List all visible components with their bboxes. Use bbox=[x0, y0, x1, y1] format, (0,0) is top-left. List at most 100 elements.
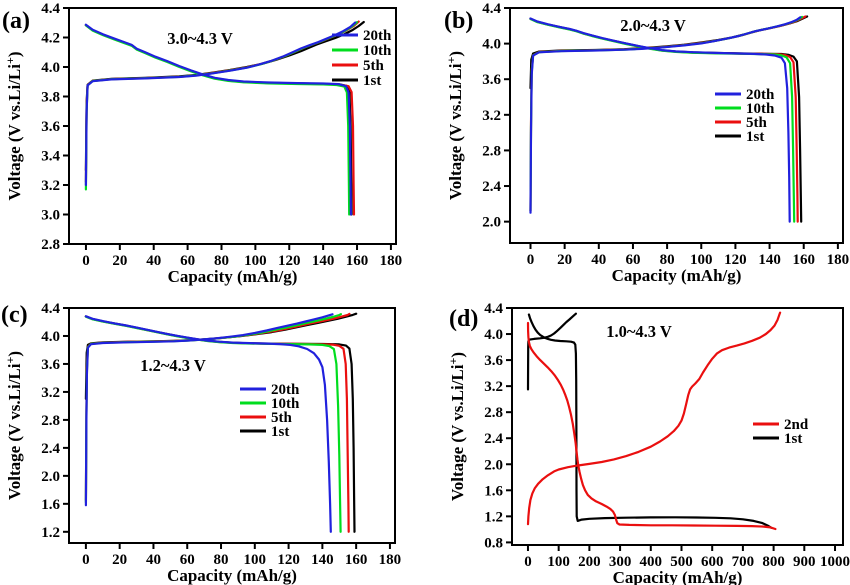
y-tick-label: 2.4 bbox=[41, 441, 60, 457]
series-1st-discharge bbox=[84, 23, 353, 216]
x-tick-label: 1000 bbox=[820, 554, 850, 570]
x-axis: 0 20 40 60 80 100 120 140 160 180 bbox=[82, 543, 401, 568]
x-axis-label: Capacity (mAh/g) bbox=[613, 568, 743, 585]
x-tick-label: 0 bbox=[524, 554, 532, 570]
series-10th-discharge bbox=[84, 24, 351, 216]
y-tick-label: 2.4 bbox=[482, 179, 501, 195]
y-tick-label: 4.4 bbox=[41, 301, 60, 317]
y-tick-label: 4.0 bbox=[484, 327, 503, 343]
x-tick-label: 100 bbox=[547, 554, 570, 570]
x-tick-label: 200 bbox=[578, 554, 601, 570]
y-tick-label: 4.0 bbox=[41, 60, 60, 76]
x-tick-label: 40 bbox=[146, 253, 161, 269]
y-tick-label: 2.8 bbox=[482, 143, 501, 159]
legend-item-5th: 5th bbox=[715, 115, 767, 131]
y-tick-label: 3.6 bbox=[41, 357, 60, 373]
x-tick-label: 100 bbox=[244, 253, 267, 269]
series-2nd-discharge bbox=[526, 321, 777, 531]
panel-letter: (a) bbox=[2, 8, 30, 34]
x-tick-label: 120 bbox=[277, 552, 300, 568]
y-tick-label: 2.8 bbox=[41, 413, 60, 429]
panel-letter: (d) bbox=[449, 306, 478, 332]
plot-frame bbox=[511, 307, 844, 546]
y-tick-label: 2.8 bbox=[484, 405, 503, 421]
y-tick-label: 4.4 bbox=[41, 1, 60, 17]
y-axis: 2.0 2.4 2.8 3.2 3.6 4.0 4.4 bbox=[482, 1, 510, 231]
voltage-window-annotation: 3.0~4.3 V bbox=[167, 29, 233, 48]
plot-frame bbox=[509, 7, 844, 244]
y-axis-label: Voltage (V vs.Li/Li+) bbox=[3, 51, 24, 200]
series-20th-charge bbox=[84, 21, 357, 187]
x-axis: 0 20 40 60 80 100 120 140 160 180 bbox=[82, 244, 402, 269]
plot-frame bbox=[68, 307, 396, 544]
y-tick-label: 3.2 bbox=[41, 385, 60, 401]
x-tick-label: 0 bbox=[527, 252, 535, 268]
legend-item-20th: 20th bbox=[332, 28, 392, 44]
y-axis-label: Voltage (V vs.Li/Li+) bbox=[446, 352, 467, 501]
y-tick-label: 2.8 bbox=[41, 237, 60, 253]
series-20th-charge bbox=[84, 313, 334, 507]
x-tick-label: 60 bbox=[180, 552, 195, 568]
x-tick-label: 20 bbox=[557, 252, 572, 268]
legend-item-1st: 1st bbox=[240, 424, 289, 440]
x-axis-label: Capacity (mAh/g) bbox=[612, 266, 742, 285]
x-tick-label: 160 bbox=[792, 252, 815, 268]
series-20th-charge bbox=[529, 16, 802, 214]
x-tick-label: 80 bbox=[214, 253, 229, 269]
series-1st-discharge bbox=[527, 313, 773, 529]
legend-item-label: 20th bbox=[363, 28, 392, 44]
chart-a: 0 20 40 60 80 100 120 140 160 180 2.8 3.0 3.2 3.4 3.6 3… bbox=[2, 1, 402, 286]
y-tick-label: 3.6 bbox=[484, 353, 503, 369]
series-5th-discharge bbox=[84, 24, 356, 216]
series-10th-discharge bbox=[84, 315, 342, 533]
x-tick-label: 140 bbox=[758, 252, 781, 268]
x-tick-label: 180 bbox=[827, 252, 850, 268]
legend-item-label: 5th bbox=[746, 115, 767, 131]
legend-item-5th: 5th bbox=[332, 58, 384, 74]
x-tick-label: 160 bbox=[346, 253, 369, 269]
legend-item-label: 1st bbox=[746, 129, 764, 145]
y-axis: 0.8 1.2 1.6 2.0 2.4 2.8 3.2 3.6 4.0 4.4 bbox=[484, 301, 512, 551]
voltage-window-annotation: 1.0~4.3 V bbox=[606, 322, 672, 341]
y-tick-label: 3.6 bbox=[482, 72, 501, 88]
series-group bbox=[84, 312, 358, 533]
y-axis: 1.2 1.6 2.0 2.4 2.8 3.2 3.6 4.0 4.4 bbox=[41, 301, 69, 541]
legend-item-10th: 10th bbox=[240, 396, 300, 412]
panel-b: 0 20 40 60 80 100 120 140 160 180 2.0 2.4 2.8 3.2 3.6 4… bbox=[425, 0, 850, 293]
x-tick-label: 120 bbox=[278, 253, 301, 269]
legend-item-label: 20th bbox=[271, 382, 300, 398]
x-tick-label: 600 bbox=[701, 554, 724, 570]
legend-item-10th: 10th bbox=[332, 43, 392, 59]
legend-item-20th: 20th bbox=[715, 87, 775, 103]
series-5th-discharge bbox=[84, 315, 350, 533]
x-axis: 0 100 200 300 400 500 600 700 800 900 1000 bbox=[524, 545, 850, 570]
series-1st-discharge bbox=[84, 315, 356, 533]
legend-item-10th: 10th bbox=[715, 101, 775, 117]
series-group bbox=[529, 15, 809, 223]
voltage-window-annotation: 2.0~4.3 V bbox=[620, 16, 686, 35]
y-tick-label: 3.4 bbox=[41, 149, 60, 165]
y-tick-label: 3.2 bbox=[41, 178, 60, 194]
x-tick-label: 400 bbox=[640, 554, 663, 570]
y-tick-label: 3.2 bbox=[484, 379, 503, 395]
series-20th-discharge bbox=[84, 23, 352, 216]
legend-item-label: 10th bbox=[271, 396, 300, 412]
x-axis: 0 20 40 60 80 100 120 140 160 180 bbox=[527, 243, 849, 268]
y-tick-label: 2.0 bbox=[484, 457, 503, 473]
y-tick-label: 1.6 bbox=[484, 483, 503, 499]
x-tick-label: 0 bbox=[82, 552, 90, 568]
x-tick-label: 120 bbox=[724, 252, 747, 268]
series-1st-charge bbox=[526, 312, 577, 391]
series-group bbox=[84, 20, 365, 216]
x-tick-label: 100 bbox=[690, 252, 713, 268]
x-axis-label: Capacity (mAh/g) bbox=[167, 566, 297, 585]
legend-item-label: 5th bbox=[363, 58, 384, 74]
legend-item-1st: 1st bbox=[753, 431, 802, 447]
legend-item-label: 10th bbox=[746, 101, 775, 117]
legend-item-label: 1st bbox=[363, 73, 381, 89]
legend-item-1st: 1st bbox=[332, 73, 381, 89]
chart-b: 0 20 40 60 80 100 120 140 160 180 2.0 2.4 2.8 3.2 3.6 4… bbox=[444, 1, 849, 285]
